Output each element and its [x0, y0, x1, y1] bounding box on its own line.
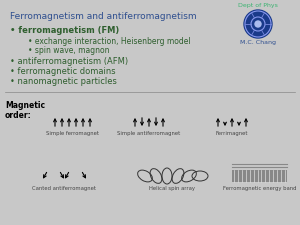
Text: Ferrimagnet: Ferrimagnet [216, 131, 248, 136]
Circle shape [244, 10, 272, 38]
Text: • exchange interaction, Heisenberg model: • exchange interaction, Heisenberg model [28, 37, 191, 46]
Bar [232, 170, 287, 182]
Text: Simple ferromagnet: Simple ferromagnet [46, 131, 98, 136]
Text: Ferromagnetism and antiferromagnetism: Ferromagnetism and antiferromagnetism [10, 12, 196, 21]
Text: Canted antiferromagnet: Canted antiferromagnet [32, 186, 96, 191]
Text: Helical spin array: Helical spin array [149, 186, 195, 191]
Text: • antiferromagnetism (AFM): • antiferromagnetism (AFM) [10, 57, 128, 66]
Text: • spin wave, magnon: • spin wave, magnon [28, 46, 110, 55]
Text: Dept of Phys: Dept of Phys [238, 3, 278, 8]
Circle shape [255, 21, 261, 27]
Text: Ferromagnetic energy band: Ferromagnetic energy band [223, 186, 296, 191]
Text: M.C. Chang: M.C. Chang [240, 40, 276, 45]
Text: Magnetic
order:: Magnetic order: [5, 101, 45, 120]
Text: • ferromagnetism (FM): • ferromagnetism (FM) [10, 26, 119, 35]
Text: • ferromagnetic domains: • ferromagnetic domains [10, 67, 116, 76]
Text: Simple antiferromagnet: Simple antiferromagnet [117, 131, 181, 136]
Text: • nanomagnetic particles: • nanomagnetic particles [10, 77, 117, 86]
